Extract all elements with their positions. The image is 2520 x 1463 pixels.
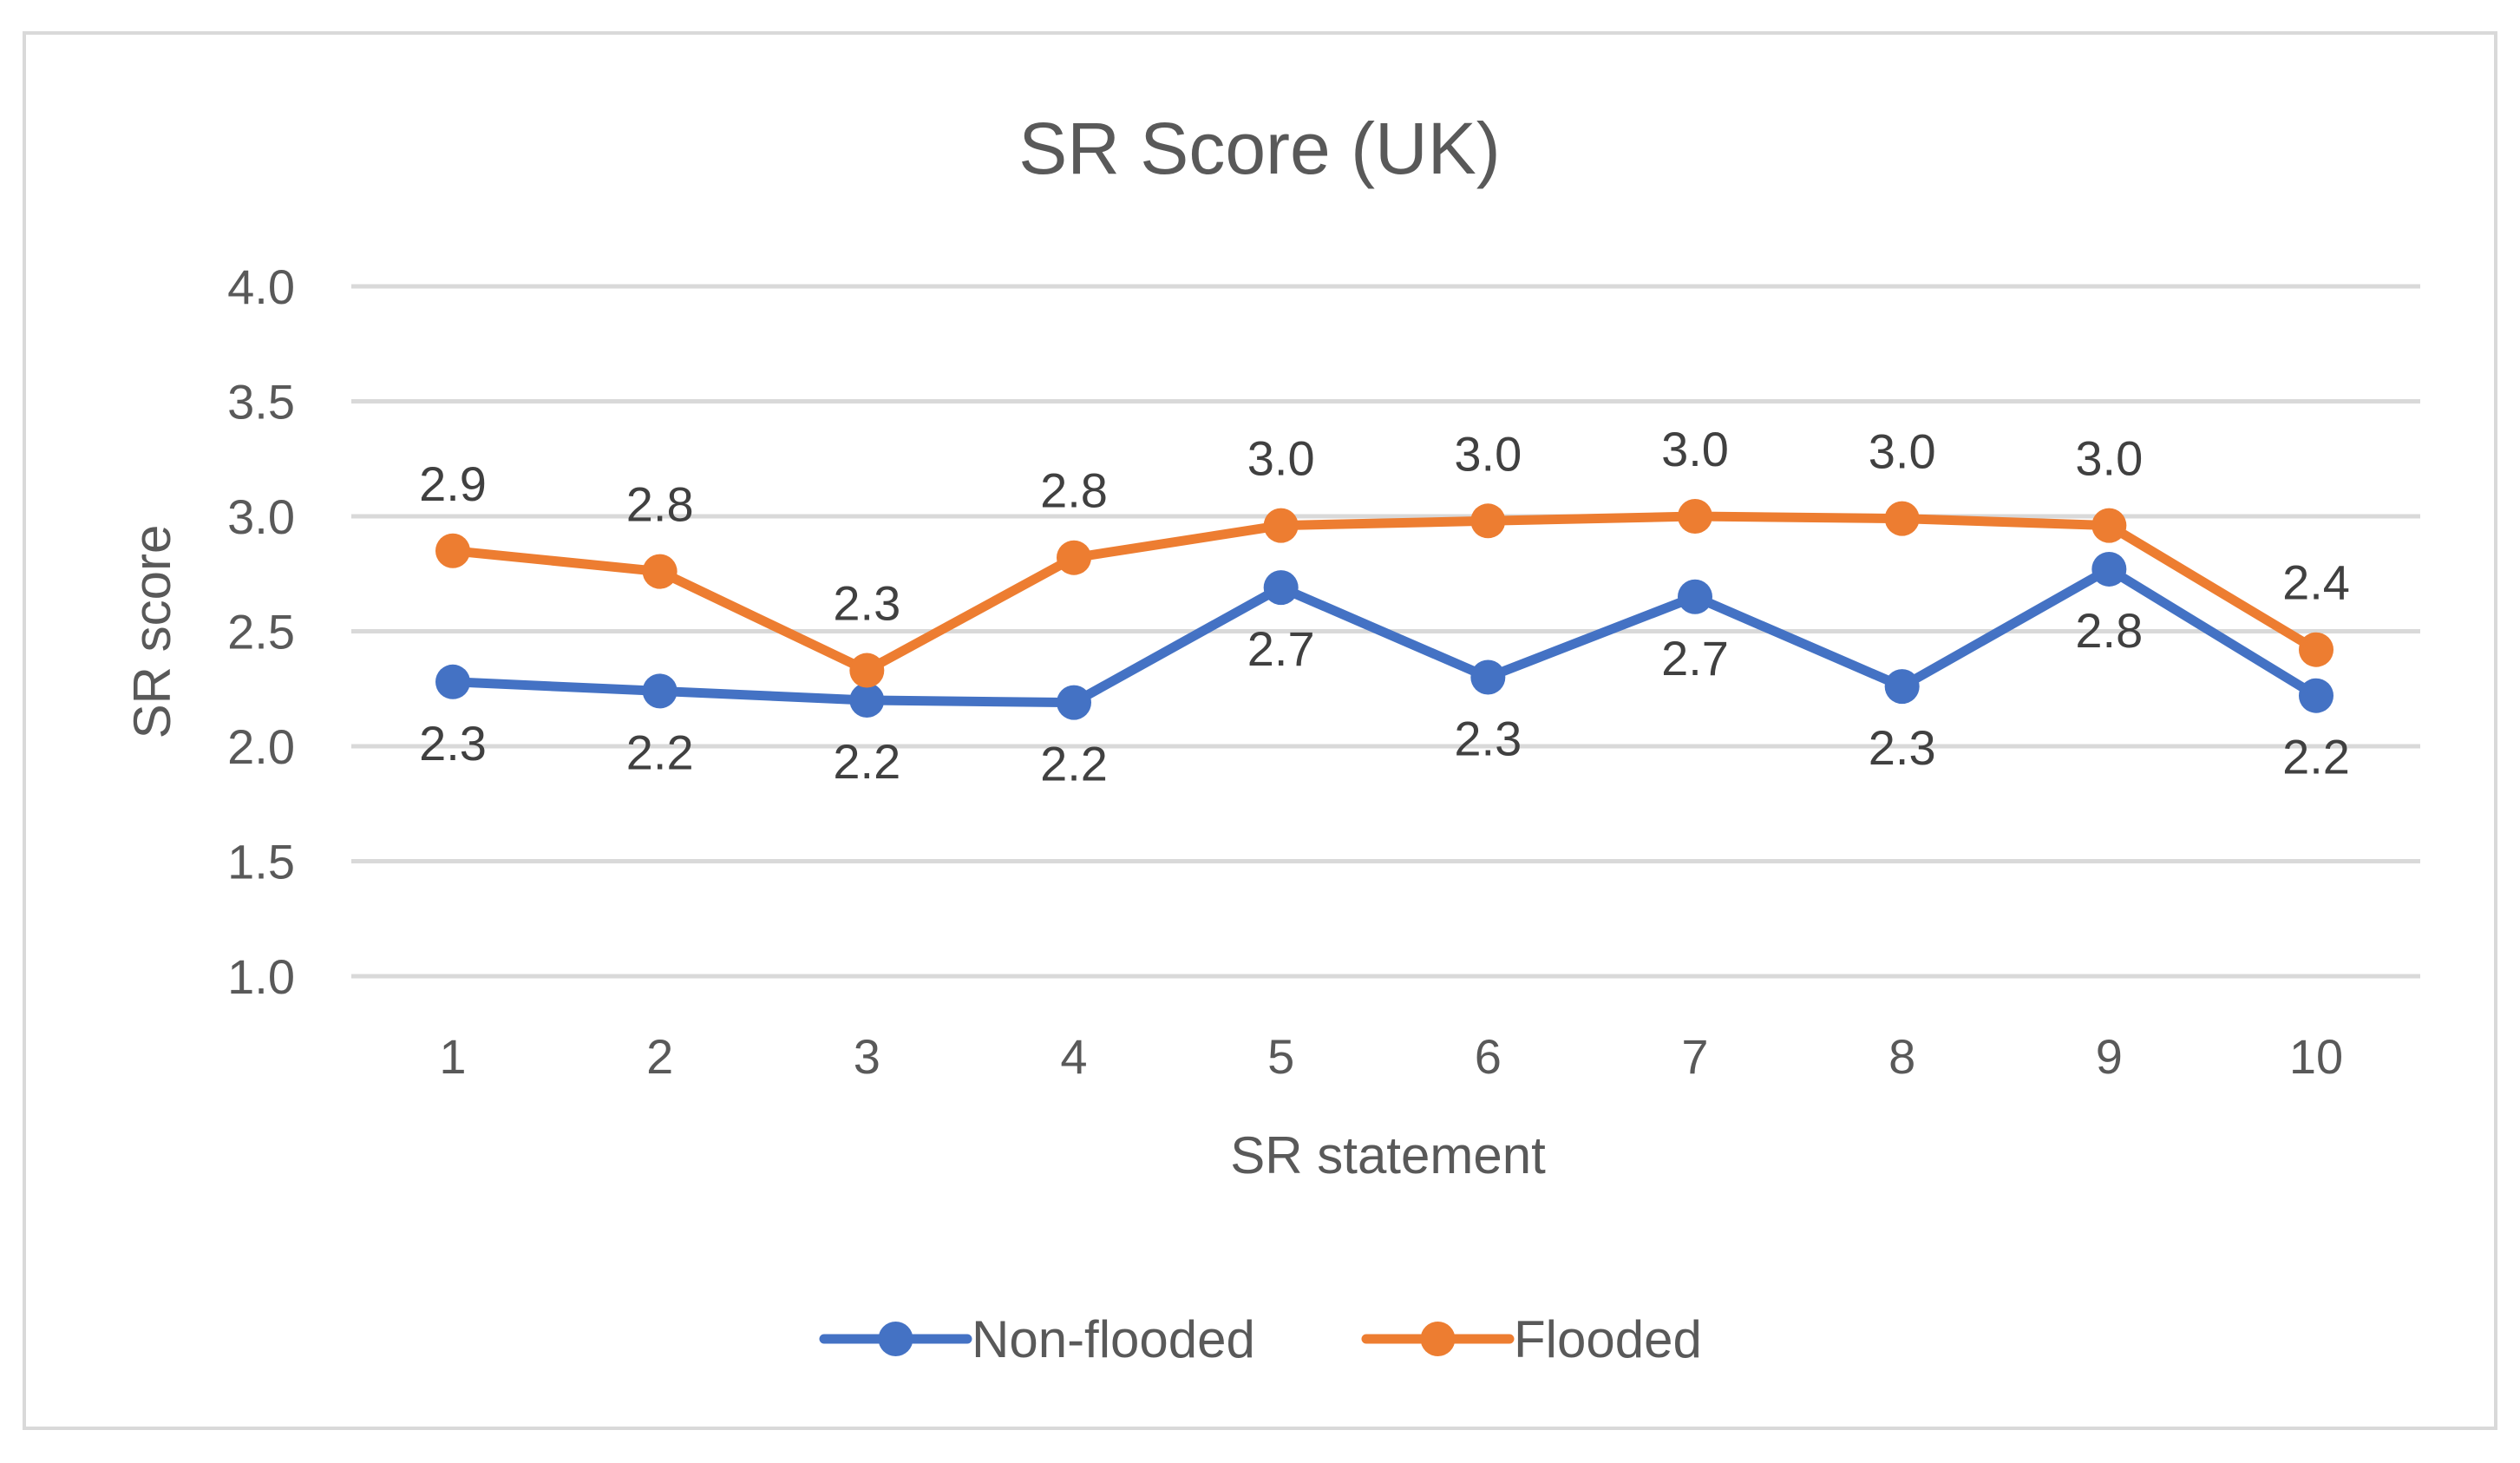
data-point [642, 554, 677, 589]
data-point [849, 683, 885, 718]
data-point [1470, 659, 1506, 695]
series-layer [435, 499, 2333, 720]
legend-item-1: Flooded [1361, 1310, 1702, 1368]
data-point [849, 653, 885, 688]
data-point [435, 664, 470, 699]
x-tick-label: 2 [646, 1029, 673, 1084]
data-label: 3.0 [2075, 431, 2143, 486]
x-tick-label: 6 [1475, 1029, 1502, 1084]
y-tick-label: 2.5 [227, 605, 295, 659]
data-label: 2.4 [2282, 555, 2350, 610]
data-label: 3.0 [1661, 422, 1729, 476]
x-axis-ticks: 1 2 3 4 5 6 7 8 9 10 [439, 1029, 2343, 1084]
data-point [1057, 540, 1091, 575]
data-label: 2.8 [2075, 603, 2143, 658]
y-tick-label: 4.0 [227, 259, 295, 314]
data-point [1884, 501, 1920, 536]
x-tick-label: 4 [1060, 1029, 1087, 1084]
data-point [435, 533, 470, 568]
data-label: 2.7 [1247, 621, 1315, 676]
data-point [1057, 685, 1091, 720]
x-tick-label: 7 [1681, 1029, 1708, 1084]
legend-label: Flooded [1514, 1310, 1702, 1368]
data-label: 2.2 [626, 725, 694, 779]
data-point [2091, 508, 2127, 543]
series-line-0 [448, 564, 2321, 708]
data-label: 3.0 [1247, 431, 1315, 486]
x-tick-label: 10 [2289, 1029, 2343, 1084]
y-tick-label: 1.0 [227, 949, 295, 1004]
x-tick-label: 1 [439, 1029, 466, 1084]
data-point [1678, 579, 1712, 614]
data-label: 3.0 [1454, 426, 1522, 481]
data-point [642, 673, 677, 709]
data-point [1884, 669, 1920, 705]
data-label: 2.3 [419, 716, 487, 771]
legend-swatch-marker [1420, 1322, 1456, 1356]
x-axis-title: SR statement [1230, 1126, 1546, 1184]
y-tick-label: 3.0 [227, 489, 295, 544]
legend: Non-flooded Flooded [819, 1310, 1702, 1368]
data-labels: 2.3 2.2 2.2 2.2 2.7 2.3 2.7 2.3 2.8 2.2 2.9 2.8 2.3 2… [419, 422, 2350, 791]
chart-frame [23, 31, 2497, 1430]
data-point [1263, 570, 1299, 606]
data-label: 2.2 [1040, 737, 1108, 791]
x-tick-label: 9 [2096, 1029, 2123, 1084]
data-label: 2.8 [1040, 463, 1108, 518]
y-axis-title: SR score [123, 525, 181, 739]
y-axis-ticks: 1.0 1.5 2.0 2.5 3.0 3.5 4.0 [227, 259, 295, 1004]
x-tick-label: 5 [1267, 1029, 1294, 1084]
data-label: 2.7 [1661, 631, 1729, 686]
y-tick-label: 1.5 [227, 835, 295, 889]
data-point [2299, 632, 2333, 667]
data-label: 2.2 [833, 734, 900, 789]
data-label: 2.9 [419, 456, 487, 511]
data-label: 2.3 [1454, 712, 1522, 766]
gridlines [351, 284, 2420, 979]
data-label: 2.3 [1869, 720, 1936, 775]
x-tick-label: 3 [854, 1029, 880, 1084]
x-tick-label: 8 [1888, 1029, 1915, 1084]
data-point [2299, 678, 2333, 713]
data-label: 2.3 [833, 576, 900, 631]
y-tick-label: 2.0 [227, 719, 295, 774]
data-label: 2.8 [626, 477, 694, 532]
data-label: 2.2 [2282, 730, 2350, 784]
legend-label: Non-flooded [972, 1310, 1255, 1368]
legend-swatch-marker [878, 1322, 913, 1356]
data-point [2091, 551, 2127, 587]
chart-title: SR Score (UK) [1018, 108, 1500, 189]
legend-item-0: Non-flooded [819, 1310, 1255, 1368]
series-line-1 [448, 511, 2321, 676]
data-label: 3.0 [1869, 424, 1936, 479]
data-point [1470, 503, 1506, 539]
y-tick-label: 3.5 [227, 375, 295, 430]
data-point [1678, 499, 1712, 534]
data-point [1263, 508, 1299, 543]
